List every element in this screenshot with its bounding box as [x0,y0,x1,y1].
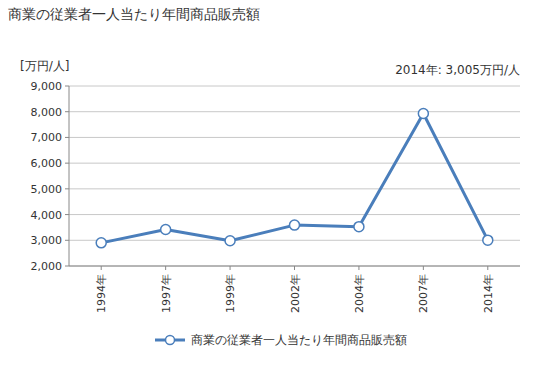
tick [165,266,166,270]
marker [290,220,300,230]
grid-line [69,214,520,215]
marker [96,238,106,248]
category-label: 1999年 [224,274,237,313]
tick-label: 6,000 [31,157,63,170]
line [101,114,488,243]
tick-label: 9,000 [31,80,63,93]
category-label: 1997年 [160,274,173,313]
tick [423,266,424,270]
category-label: 2014年 [482,274,495,313]
tick [65,240,69,241]
tick-label: 5,000 [31,183,63,196]
plot-area [96,109,493,248]
tick [358,266,359,270]
legend: 商業の従業者一人当たり年間商品販売額 [155,333,407,347]
chart: 商業の従業者一人当たり年間商品販売額 [万円/人] 2014年: 3,005万円/人… [0,0,560,366]
marker [225,236,235,246]
y-label: [万円/人] [20,59,69,73]
tick [65,266,69,267]
legend-label: 商業の従業者一人当たり年間商品販売額 [191,333,407,347]
marker [418,109,428,119]
tick [65,214,69,215]
tick-label: 7,000 [31,131,63,144]
annotation: 2014年: 3,005万円/人 [395,63,520,77]
category-label: 2002年 [289,274,302,313]
legend-marker [166,336,175,345]
marker [161,224,171,234]
grid-line [69,86,520,87]
tick-label: 4,000 [31,209,63,222]
tick [65,137,69,138]
grid-line [69,240,520,241]
tick [65,163,69,164]
tick [101,266,102,270]
tick [294,266,295,270]
grid-line [69,163,520,164]
marker [483,235,493,245]
tick [230,266,231,270]
grid-line [69,188,520,189]
tick [65,111,69,112]
tick-label: 2,000 [31,260,63,273]
y-axis [69,86,70,266]
tick-label: 3,000 [31,234,63,247]
category-label: 1994年 [95,274,108,313]
tick [65,188,69,189]
title: 商業の従業者一人当たり年間商品販売額 [8,6,260,22]
grid-line [69,137,520,138]
tick [65,86,69,87]
category-label: 2007年 [417,274,430,313]
marker [354,222,364,232]
tick-label: 8,000 [31,106,63,119]
tick [487,266,488,270]
grid-line [69,111,520,112]
category-label: 2004年 [353,274,366,313]
